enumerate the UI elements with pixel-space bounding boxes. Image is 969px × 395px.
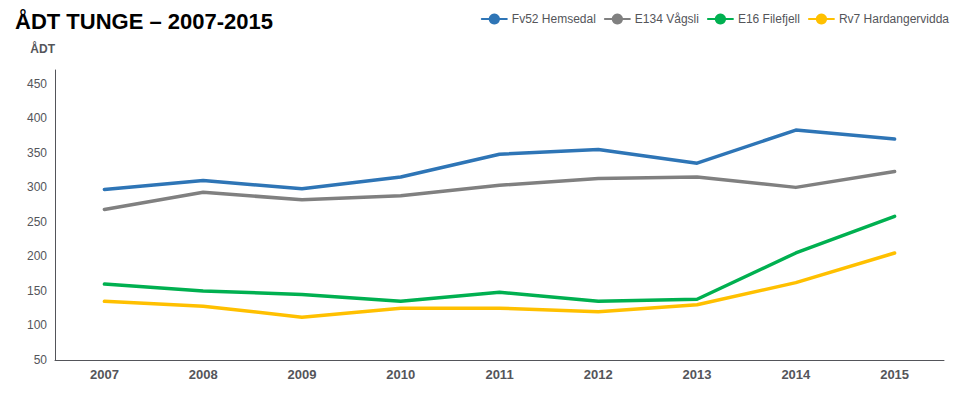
svg-text:ÅDT: ÅDT xyxy=(30,41,55,56)
svg-text:100: 100 xyxy=(27,318,47,332)
svg-text:2008: 2008 xyxy=(189,367,218,382)
svg-text:250: 250 xyxy=(27,215,47,229)
svg-text:Fv52 Hemsedal: Fv52 Hemsedal xyxy=(512,12,596,26)
svg-text:2010: 2010 xyxy=(386,367,415,382)
svg-text:400: 400 xyxy=(27,111,47,125)
svg-text:50: 50 xyxy=(34,353,48,367)
svg-text:ÅDT TUNGE – 2007-2015: ÅDT TUNGE – 2007-2015 xyxy=(15,8,273,34)
svg-text:2012: 2012 xyxy=(584,367,613,382)
svg-text:2007: 2007 xyxy=(90,367,119,382)
svg-text:2009: 2009 xyxy=(287,367,316,382)
svg-text:Rv7 Hardangervidda: Rv7 Hardangervidda xyxy=(839,12,949,26)
svg-text:150: 150 xyxy=(27,284,47,298)
svg-text:300: 300 xyxy=(27,180,47,194)
svg-text:2013: 2013 xyxy=(683,367,712,382)
svg-text:2015: 2015 xyxy=(880,367,909,382)
svg-text:E134 Vågsli: E134 Vågsli xyxy=(635,12,699,26)
svg-text:450: 450 xyxy=(27,77,47,91)
svg-text:2011: 2011 xyxy=(485,367,513,382)
svg-text:350: 350 xyxy=(27,146,47,160)
svg-text:2014: 2014 xyxy=(781,367,811,382)
svg-text:200: 200 xyxy=(27,249,47,263)
svg-text:E16 Filefjell: E16 Filefjell xyxy=(738,12,800,26)
